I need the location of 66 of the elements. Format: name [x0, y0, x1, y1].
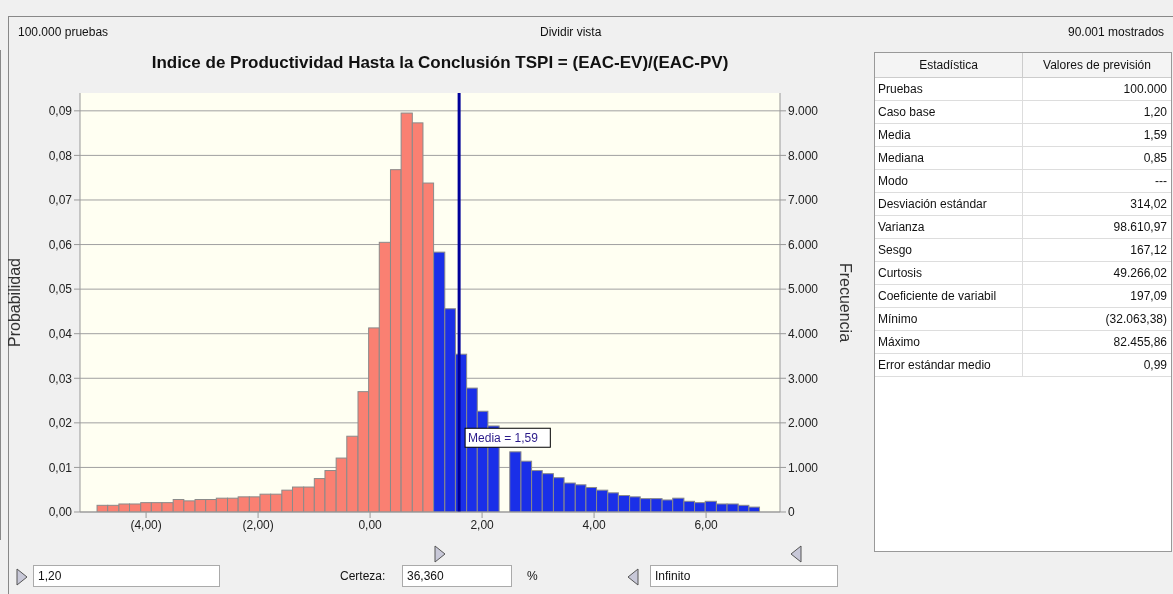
y-tick-label: 0,00: [48, 505, 73, 520]
category-label: Máximo: [875, 330, 1023, 354]
text: 314,02: [1130, 197, 1167, 211]
text: %: [527, 569, 538, 583]
text: 167,12: [1130, 243, 1167, 257]
text-field: 36,360: [402, 565, 512, 587]
y2-tick-label: 7.000: [788, 193, 819, 208]
x-tick-label: 6,00: [694, 517, 719, 532]
y2-tick-label: 2.000: [788, 416, 819, 431]
text-field: 1,20: [33, 565, 220, 587]
text: 82.455,86: [1113, 335, 1167, 349]
chart-title: Indice de Productividad Hasta la Conclusión TSPI = (EAC-EV)/(EAC-PV): [150, 53, 730, 73]
x-tick-label: 4,00: [582, 517, 607, 532]
x-tick-label: (4,00): [130, 517, 162, 532]
y2-tick-label: 0: [788, 505, 795, 520]
text: Certeza:: [340, 569, 386, 583]
text: (32.063,38): [1105, 312, 1167, 326]
text: Estadística: [875, 53, 1023, 78]
category-label: Mediana: [875, 146, 1023, 170]
category-label: Mínimo: [875, 307, 1023, 331]
y-tick-label: 0,07: [48, 193, 73, 208]
ref-line-label: Media = 1,59: [468, 431, 539, 446]
text: 0,99: [1143, 358, 1167, 372]
y-tick-label: 0,09: [48, 104, 73, 119]
text: Valores de previsión: [1022, 53, 1171, 78]
text: 49.266,02: [1113, 266, 1167, 280]
y2-tick-label: 1.000: [788, 460, 819, 475]
y2-tick-label: 5.000: [788, 282, 819, 297]
text: Dividir vista: [540, 25, 602, 39]
y2-tick-label: 6.000: [788, 237, 819, 252]
category-label: Sesgo: [875, 238, 1023, 262]
text: 90.001 mostrados: [1068, 25, 1165, 39]
y-tick-label: 0,05: [48, 282, 73, 297]
y-tick-label: 0,04: [48, 326, 73, 341]
category-label: Caso base: [875, 100, 1023, 124]
category-label: Error estándar medio: [875, 353, 1023, 377]
y2-tick-label: 4.000: [788, 326, 819, 341]
text: 98.610,97: [1113, 220, 1167, 234]
category-label: Coeficiente de variabil: [875, 284, 1023, 308]
y2-axis-title: Frecuencia: [837, 262, 855, 343]
y2-tick-label: 3.000: [788, 371, 819, 386]
y2-tick-label: 9.000: [788, 104, 819, 119]
y-axis-title: Probabilidad: [5, 258, 23, 347]
y-tick-label: 0,01: [48, 460, 73, 475]
y-tick-label: 0,02: [48, 416, 73, 431]
y2-tick-label: 8.000: [788, 148, 819, 163]
text: ---: [1155, 174, 1167, 188]
text: 100.000: [1123, 82, 1167, 96]
text: 100.000 pruebas: [18, 25, 109, 39]
text-field: Infinito: [650, 565, 838, 587]
category-label: Curtosis: [875, 261, 1023, 285]
category-label: Modo: [875, 169, 1023, 193]
category-label: Varianza: [875, 215, 1023, 239]
category-label: Desviación estándar: [875, 192, 1023, 216]
x-tick-label: (2,00): [242, 517, 274, 532]
x-tick-label: 2,00: [470, 517, 495, 532]
category-label: Media: [875, 123, 1023, 147]
y-tick-label: 0,03: [48, 371, 73, 386]
category-label: Pruebas: [875, 77, 1023, 101]
text: 1,59: [1143, 128, 1167, 142]
x-tick-label: 0,00: [358, 517, 383, 532]
y-tick-label: 0,06: [48, 237, 73, 252]
text: 1,20: [1143, 105, 1167, 119]
text: 0,85: [1143, 151, 1167, 165]
y-tick-label: 0,08: [48, 148, 73, 163]
text: 197,09: [1130, 289, 1167, 303]
